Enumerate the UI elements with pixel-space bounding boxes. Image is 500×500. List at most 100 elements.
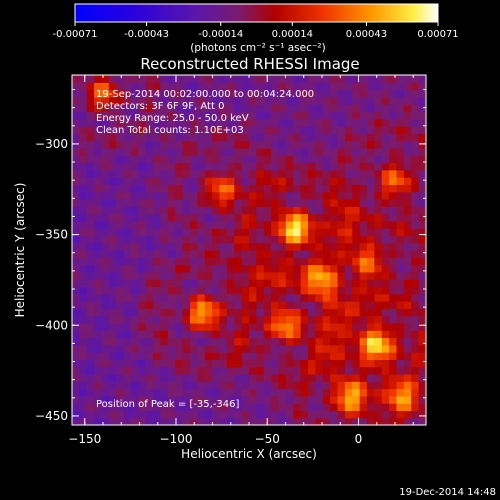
heatmap-cell xyxy=(175,315,184,324)
heatmap-cell xyxy=(175,228,184,237)
heatmap-cell xyxy=(256,417,265,425)
heatmap-cell xyxy=(352,111,361,120)
heatmap-cell xyxy=(330,301,339,309)
heatmap-cell xyxy=(337,96,346,105)
heatmap-cell xyxy=(300,213,309,222)
heatmap-cell xyxy=(226,301,235,309)
heatmap-cell xyxy=(403,126,412,134)
heatmap-cell xyxy=(108,359,117,368)
heatmap-cell xyxy=(72,191,80,200)
heatmap-cell xyxy=(359,104,368,113)
heatmap-cell xyxy=(418,133,426,142)
heatmap-cell xyxy=(367,417,375,425)
heatmap-cell xyxy=(116,198,125,207)
heatmap-cell xyxy=(300,191,309,200)
y-tick-label: −400 xyxy=(35,318,68,332)
heatmap-cell xyxy=(175,206,184,215)
heatmap-cell xyxy=(160,75,169,83)
heatmap-cell xyxy=(167,191,176,200)
heatmap-cell xyxy=(330,133,339,142)
heatmap-cell xyxy=(367,279,375,288)
heatmap-cell xyxy=(131,191,139,200)
heatmap-cell xyxy=(367,388,375,397)
heatmap-cell xyxy=(293,250,302,258)
heatmap-cell xyxy=(234,388,243,397)
heatmap-cell xyxy=(389,140,398,149)
heatmap-cell xyxy=(190,242,198,251)
heatmap-cell xyxy=(86,301,95,309)
heatmap-cell xyxy=(344,337,353,346)
heatmap-cell xyxy=(315,133,324,142)
heatmap-cell xyxy=(167,417,176,425)
heatmap-cell xyxy=(226,104,235,113)
heatmap-cell xyxy=(131,89,139,98)
heatmap-cell xyxy=(403,220,412,229)
heatmap-cell xyxy=(204,162,213,171)
heatmap-cell xyxy=(79,133,88,142)
heatmap-cell xyxy=(285,118,294,127)
heatmap-cell xyxy=(160,373,169,382)
heatmap-cell xyxy=(330,104,339,113)
heatmap-cell xyxy=(411,206,420,215)
heatmap-cell xyxy=(167,344,176,353)
heatmap-cell xyxy=(418,191,426,200)
heatmap-cell xyxy=(418,213,426,222)
heatmap-cell xyxy=(403,198,412,207)
heatmap-cell xyxy=(101,89,110,98)
timestamp: 19-Dec-2014 14:48 xyxy=(399,487,496,498)
heatmap-cell xyxy=(263,206,272,215)
heatmap-cell xyxy=(285,82,294,91)
heatmap-cell xyxy=(138,286,147,295)
heatmap-cell xyxy=(396,264,405,273)
heatmap-cell xyxy=(374,126,383,134)
heatmap-cell xyxy=(190,96,198,105)
heatmap-cell xyxy=(396,381,405,390)
heatmap-cell xyxy=(359,403,368,412)
heatmap-cell xyxy=(131,104,139,113)
heatmap-cell xyxy=(411,264,420,273)
heatmap-cell xyxy=(344,220,353,229)
heatmap-cell xyxy=(418,330,426,339)
heatmap-cell xyxy=(285,373,294,382)
heatmap-cell xyxy=(249,403,257,412)
heatmap-cell xyxy=(285,147,294,156)
heatmap-cell xyxy=(145,111,154,120)
heatmap-cell xyxy=(219,147,228,156)
heatmap-cell xyxy=(241,198,250,207)
heatmap-cell xyxy=(308,169,316,178)
heatmap-cell xyxy=(256,220,265,229)
heatmap-cell xyxy=(322,271,331,280)
heatmap-cell xyxy=(263,133,272,142)
heatmap-cell xyxy=(86,184,95,193)
heatmap-cell xyxy=(285,337,294,346)
heatmap-cell xyxy=(241,242,250,251)
heatmap-cell xyxy=(72,111,80,120)
heatmap-cell xyxy=(108,395,117,404)
heatmap-cell xyxy=(359,75,368,83)
heatmap-cell xyxy=(322,417,331,425)
heatmap-cell xyxy=(108,337,117,346)
heatmap-cell xyxy=(145,96,154,105)
heatmap-cell xyxy=(182,111,191,120)
heatmap-cell xyxy=(367,75,375,83)
heatmap-cell xyxy=(167,410,176,419)
heatmap-cell xyxy=(256,235,265,244)
heatmap-cell xyxy=(94,308,103,317)
heatmap-cell xyxy=(256,155,265,164)
colorbar-unit-label: (photons cm⁻² s⁻¹ asec⁻²) xyxy=(190,42,325,54)
heatmap-cell xyxy=(241,162,250,171)
heatmap-cell xyxy=(219,250,228,258)
heatmap-cell xyxy=(131,286,139,295)
heatmap-cell xyxy=(153,250,162,258)
heatmap-cell xyxy=(138,330,147,339)
heatmap-cell xyxy=(131,315,139,324)
heatmap-cell xyxy=(94,417,103,425)
heatmap-cell xyxy=(153,279,162,288)
heatmap-cell xyxy=(411,140,420,149)
heatmap-cell xyxy=(352,301,361,309)
heatmap-cell xyxy=(167,198,176,207)
heatmap-cell xyxy=(249,381,257,390)
heatmap-cell xyxy=(271,403,280,412)
heatmap-cell xyxy=(367,410,375,419)
heatmap-cell xyxy=(308,264,316,273)
